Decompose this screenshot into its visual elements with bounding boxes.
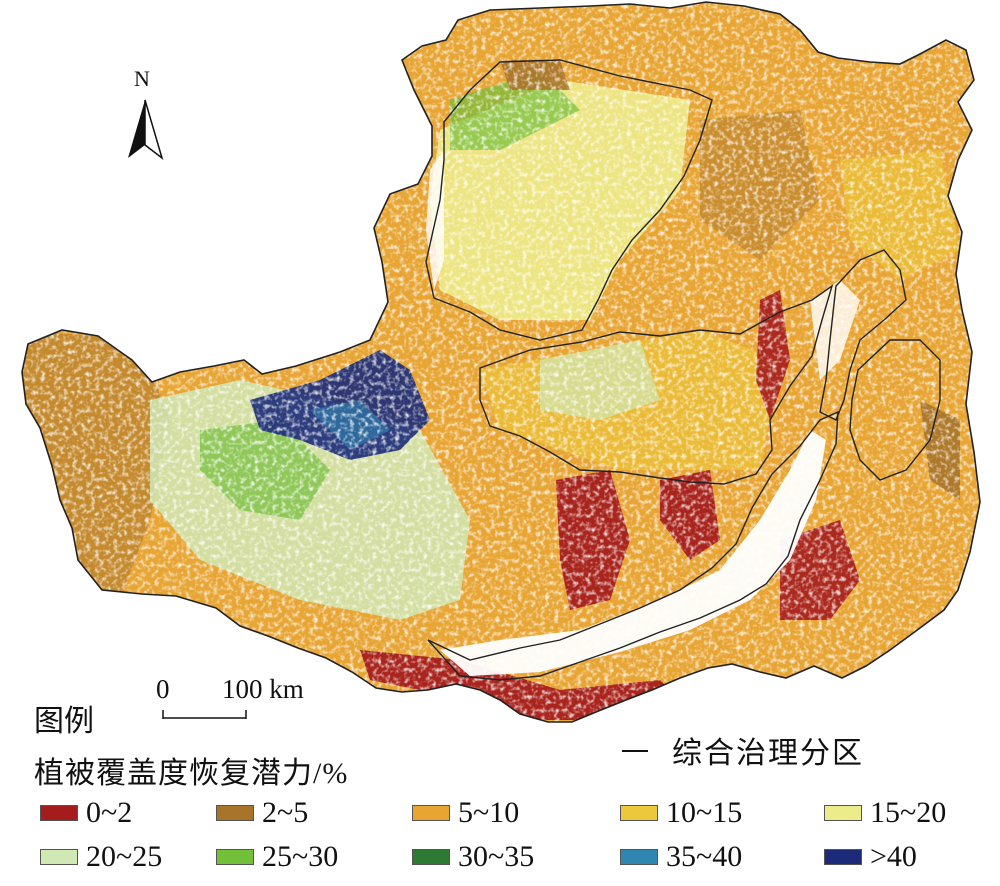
zoning-label: 综合治理分区	[672, 737, 864, 770]
legend-label: 0~2	[86, 796, 133, 829]
legend-swatch	[824, 849, 862, 865]
legend-swatch	[620, 849, 658, 865]
legend-item: 5~10	[412, 796, 519, 830]
legend-item: 15~20	[824, 796, 946, 830]
legend-label: 10~15	[666, 796, 743, 829]
legend-swatch	[216, 805, 254, 821]
legend-item: 0~2	[40, 796, 132, 830]
north-label: N	[134, 66, 150, 91]
legend-label: >40	[870, 840, 917, 873]
legend-swatch	[620, 805, 658, 821]
zoning-line-icon	[622, 750, 648, 752]
scale-distance-label: 100 km	[222, 674, 304, 704]
legend-item: 2~5	[216, 796, 308, 830]
legend-subtitle: 植被覆盖度恢复潜力/%	[34, 757, 349, 790]
legend-label: 30~35	[458, 840, 535, 873]
legend-label: 5~10	[458, 796, 520, 829]
legend-swatch	[412, 849, 450, 865]
legend-title: 图例	[34, 705, 94, 738]
legend-item: >40	[824, 840, 917, 874]
scale-bar	[162, 710, 247, 719]
legend-item: 10~15	[620, 796, 742, 830]
legend-item: 25~30	[216, 840, 338, 874]
legend-label: 2~5	[262, 796, 309, 829]
legend-swatch	[40, 849, 78, 865]
zoning-boundaries	[425, 59, 941, 681]
north-arrow	[128, 99, 164, 160]
legend-swatch	[824, 805, 862, 821]
legend-item: 30~35	[412, 840, 534, 874]
scale-zero-label: 0	[156, 674, 170, 704]
legend-label: 35~40	[666, 840, 743, 873]
legend-swatch	[412, 805, 450, 821]
legend-item: 20~25	[40, 840, 162, 874]
legend-label: 15~20	[870, 796, 947, 829]
legend-label: 25~30	[262, 840, 339, 873]
legend-swatch	[40, 805, 78, 821]
legend-item: 35~40	[620, 840, 742, 874]
legend-label: 20~25	[86, 840, 163, 873]
legend-swatch	[216, 849, 254, 865]
